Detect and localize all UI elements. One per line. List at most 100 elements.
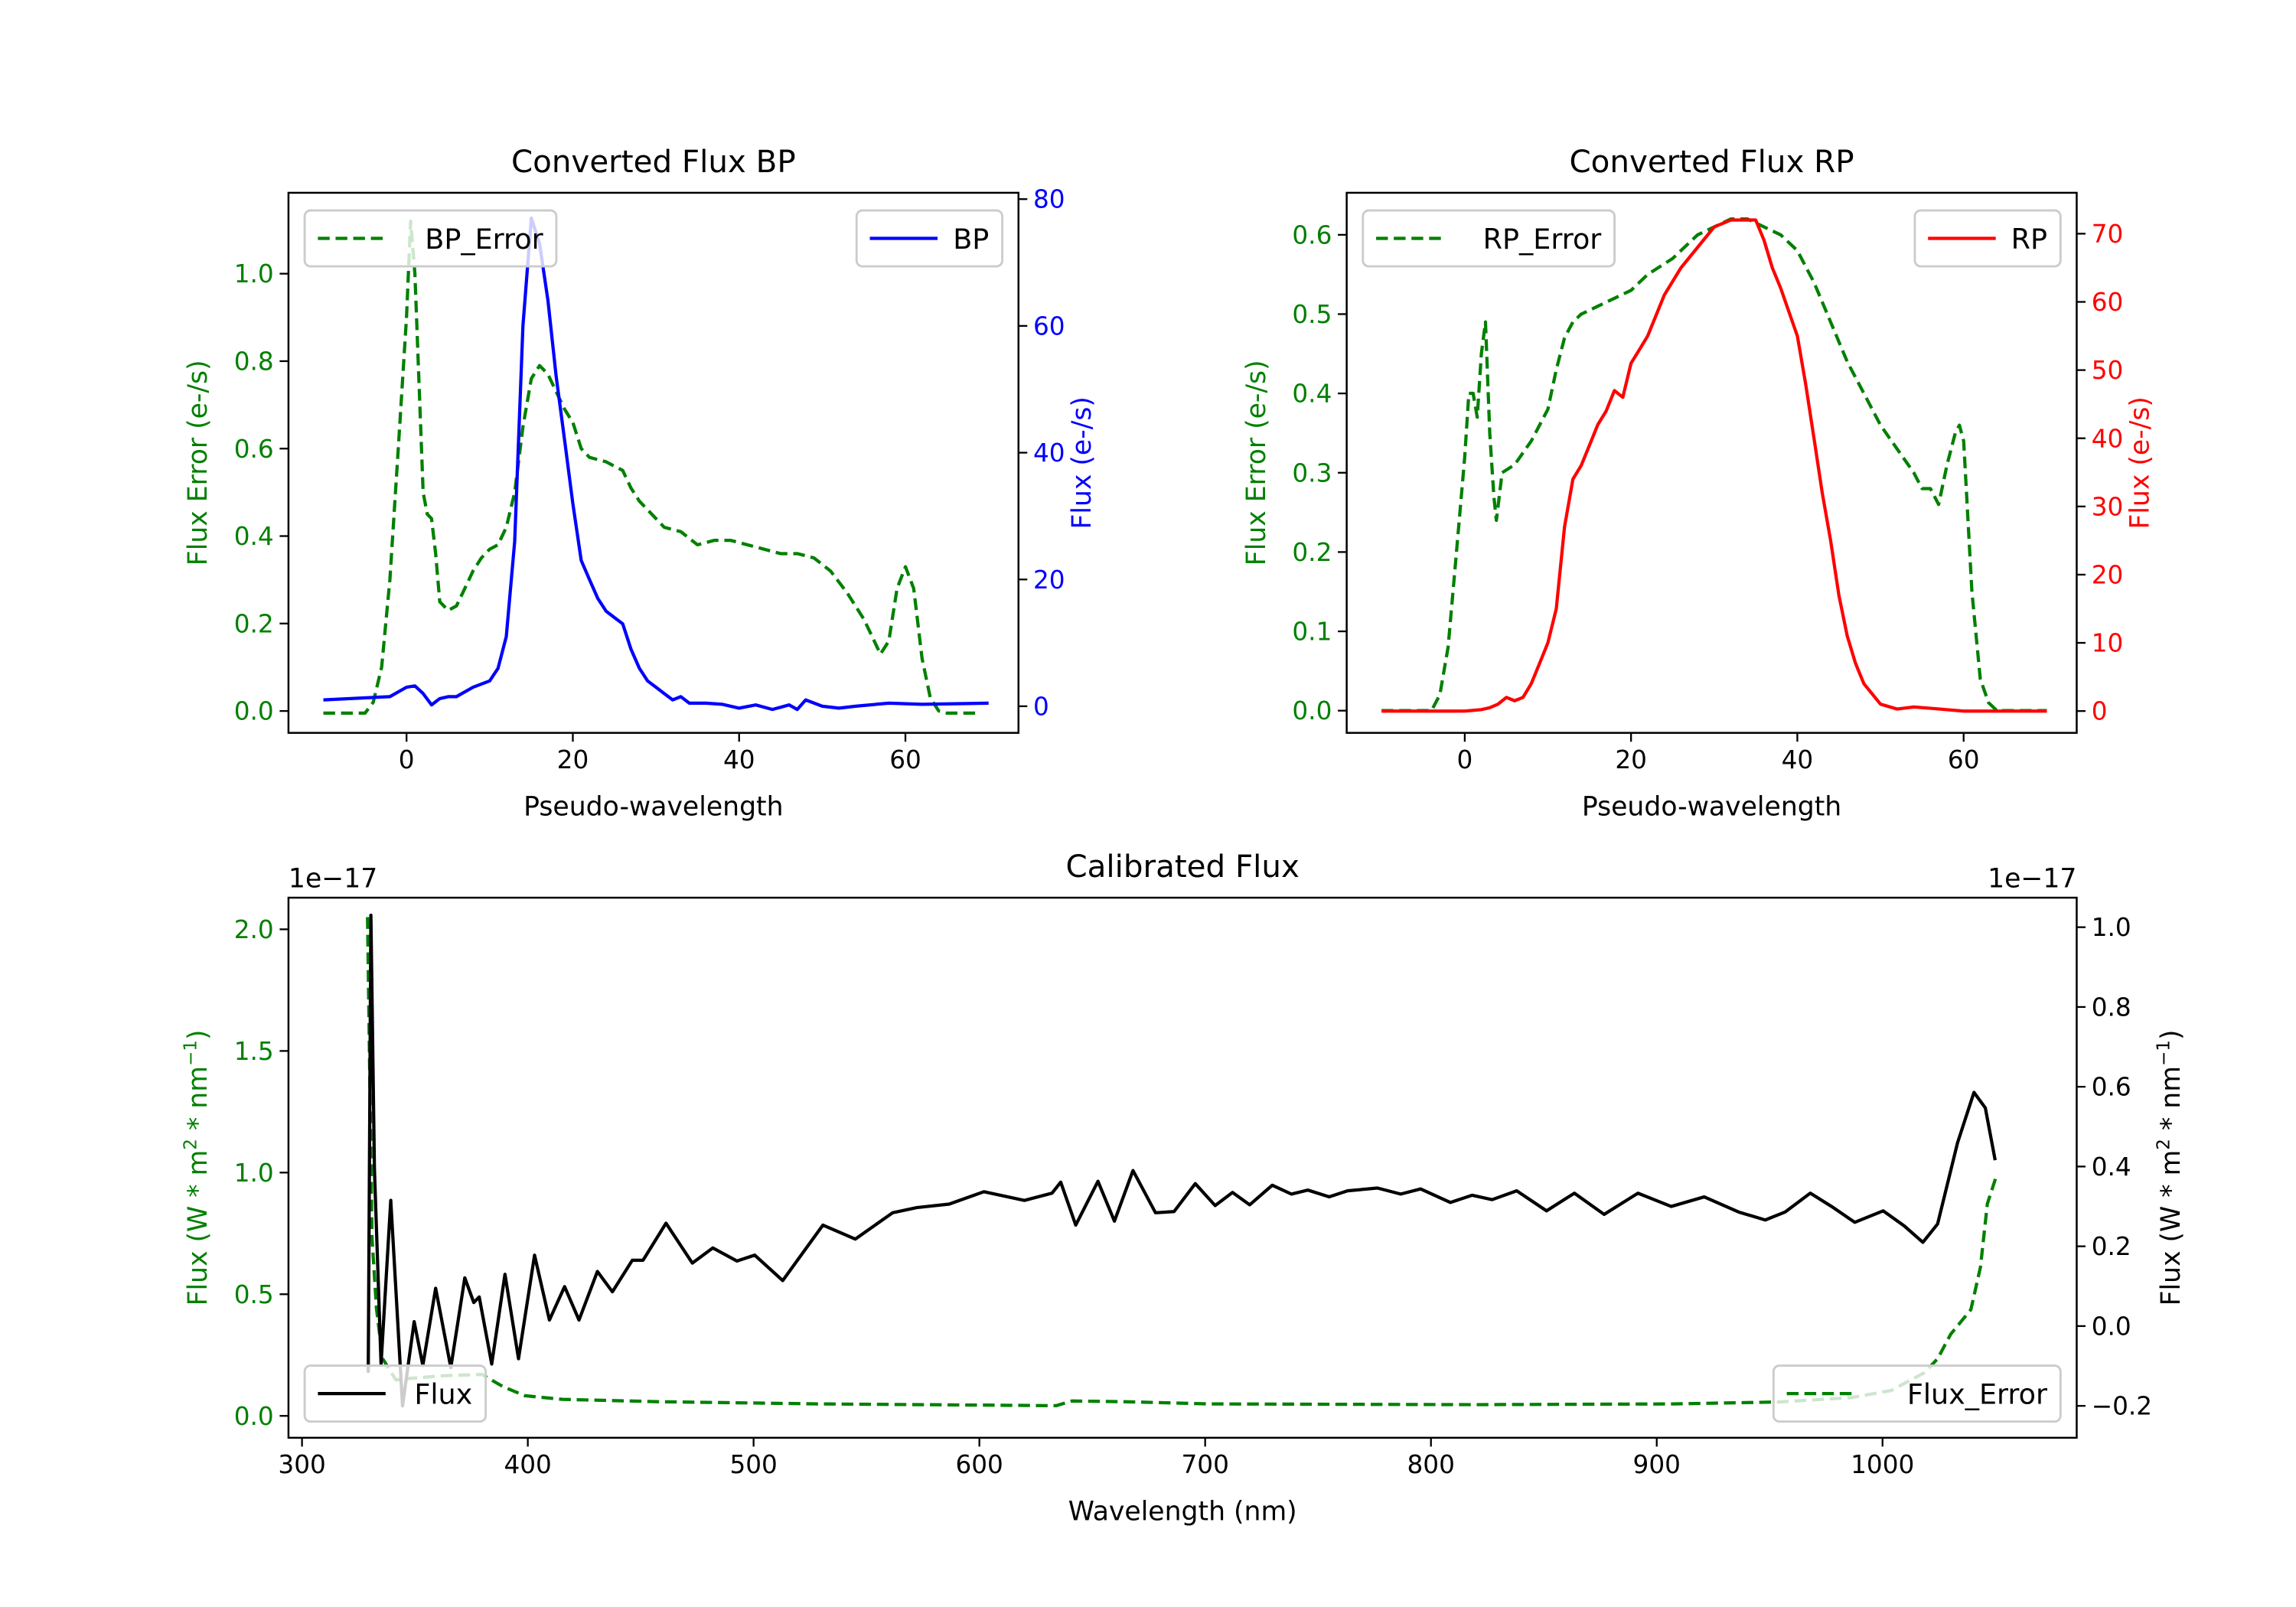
left-y-tick-label: 0.5: [1292, 300, 1332, 329]
legend-bp-error: BP_Error: [303, 209, 558, 268]
right-y-tick-label: 60: [2092, 288, 2124, 317]
series-line-bp-error: [323, 219, 980, 715]
series-line-flux-error: [366, 917, 1998, 1408]
right-y-tick-label: 20: [2092, 560, 2124, 589]
legend-rp-error: RP_Error: [1362, 209, 1616, 268]
right-y-tick-label: 0.2: [2092, 1232, 2131, 1261]
x-axis-label: Wavelength (nm): [1068, 1497, 1297, 1527]
axes-frame: [287, 191, 1020, 734]
y-label-part: ): [183, 1030, 214, 1041]
legend-bp: BP: [855, 209, 1004, 268]
left-y-tick-label: 0.4: [1292, 380, 1332, 409]
x-tick-label: 40: [1782, 745, 1814, 774]
legend-rp: RP: [1913, 209, 2062, 268]
series-line-bp: [323, 216, 989, 712]
x-tick-label: 20: [557, 745, 589, 774]
left-y-tick-label: 0.3: [1292, 458, 1332, 487]
right-y-tick-label: 0: [1033, 692, 1049, 721]
y-label-part: 2: [181, 1139, 201, 1150]
right-y-tick-label: 60: [1033, 311, 1065, 341]
right-y-axis-label: Flux (e-/s): [2125, 396, 2156, 529]
right-y-tick-label: 0.4: [2092, 1152, 2131, 1182]
x-tick-label: 60: [1948, 745, 1980, 774]
x-tick-label: 40: [723, 745, 755, 774]
left-y-tick-label: 0.5: [234, 1280, 274, 1309]
x-tick-label: 0: [1456, 745, 1473, 774]
left-y-tick-label: 1.5: [234, 1037, 274, 1066]
legend-label: RP: [2011, 223, 2047, 256]
left-y-axis-label: Flux Error (e-/s): [1241, 360, 1272, 566]
x-tick-label: 700: [1181, 1450, 1228, 1479]
right-y-tick-label: 10: [2092, 629, 2124, 658]
y-label-part: Flux (W * m: [183, 1150, 214, 1306]
left-y-tick-label: 1.0: [234, 259, 274, 288]
legend-label: BP_Error: [425, 223, 543, 256]
legend-flux: Flux: [303, 1364, 488, 1423]
axes-frame: [1345, 191, 2078, 734]
right-y-tick-label: 40: [2092, 424, 2124, 453]
right-y-axis-label: Flux (e-/s): [1067, 396, 1097, 529]
chart-0: 0 20 40 60 Pseudo-wavelength Converted Flux B…: [183, 144, 1097, 822]
left-y-tick-label: 0.0: [234, 697, 274, 726]
left-y-tick-label: 0.4: [234, 522, 274, 551]
right-offset-text: 1e−17: [1988, 864, 2076, 895]
chart-title: Converted Flux BP: [511, 144, 796, 180]
right-y-tick-label: 80: [1033, 185, 1065, 214]
y-label-part: * nm: [2156, 1066, 2187, 1139]
series-line-rp-error: [1381, 217, 2047, 712]
chart-1: 0 20 40 60 Pseudo-wavelength Converted Flux R…: [1241, 144, 2156, 822]
left-y-tick-label: 0.2: [1292, 538, 1332, 567]
x-tick-label: 900: [1633, 1450, 1681, 1479]
legend-box: [303, 1364, 488, 1423]
legend-label: Flux_Error: [1907, 1378, 2048, 1411]
legend-label: RP_Error: [1483, 223, 1603, 256]
left-y-tick-label: 2.0: [234, 915, 274, 944]
chart-title: Converted Flux RP: [1569, 144, 1854, 180]
left-y-tick-label: 1.0: [234, 1159, 274, 1188]
x-tick-label: 60: [889, 745, 921, 774]
x-tick-label: 20: [1615, 745, 1647, 774]
x-tick-label: 800: [1407, 1450, 1455, 1479]
legend-flux-error: Flux_Error: [1772, 1364, 2062, 1423]
legend-label: Flux: [414, 1378, 472, 1411]
y-label-part: * nm: [183, 1066, 214, 1139]
x-tick-label: 600: [955, 1450, 1003, 1479]
right-y-tick-label: 0: [2092, 697, 2108, 726]
left-y-tick-label: 0.1: [1292, 618, 1332, 647]
legend-box: [303, 209, 558, 268]
y-label-part: −1: [2154, 1040, 2174, 1066]
y-label-part: 2: [2154, 1139, 2174, 1150]
right-y-axis-label: Flux (W * m2 * nm−1): [2154, 1030, 2187, 1306]
right-y-tick-label: −0.2: [2092, 1392, 2152, 1421]
y-label-part: Flux (W * m: [2156, 1150, 2187, 1306]
left-y-axis-label: Flux Error (e-/s): [183, 360, 214, 566]
right-y-tick-label: 50: [2092, 356, 2124, 385]
left-y-tick-label: 0.8: [234, 347, 274, 376]
right-y-tick-label: 0.6: [2092, 1073, 2131, 1102]
series-line-rp: [1381, 218, 2047, 713]
x-axis-label: Pseudo-wavelength: [1582, 791, 1841, 822]
x-axis-label: Pseudo-wavelength: [523, 791, 783, 822]
legend-box: [1772, 1364, 2062, 1423]
legend-box: [1362, 209, 1616, 268]
series-line-flux: [367, 913, 1998, 1408]
right-y-tick-label: 40: [1033, 438, 1065, 468]
left-y-tick-label: 0.6: [234, 435, 274, 464]
right-y-tick-label: 0.0: [2092, 1312, 2131, 1341]
axes-frame: [287, 896, 2078, 1439]
left-y-tick-label: 0.0: [234, 1402, 274, 1431]
y-label-part: −1: [181, 1040, 201, 1066]
right-y-tick-label: 70: [2092, 220, 2124, 249]
right-y-tick-label: 20: [1033, 566, 1065, 595]
left-y-tick-label: 0.6: [1292, 220, 1332, 249]
left-y-tick-label: 0.2: [234, 609, 274, 638]
y-label-part: ): [2156, 1030, 2187, 1041]
right-y-tick-label: 30: [2092, 492, 2124, 521]
chart-2: 300 400 500 600 700 800 900 1000 Wavelength (nm)…: [181, 849, 2187, 1527]
x-tick-label: 0: [399, 745, 415, 774]
right-y-tick-label: 0.8: [2092, 993, 2131, 1022]
chart-title: Calibrated Flux: [1065, 849, 1299, 885]
left-offset-text: 1e−17: [289, 864, 377, 895]
x-tick-label: 400: [504, 1450, 551, 1479]
